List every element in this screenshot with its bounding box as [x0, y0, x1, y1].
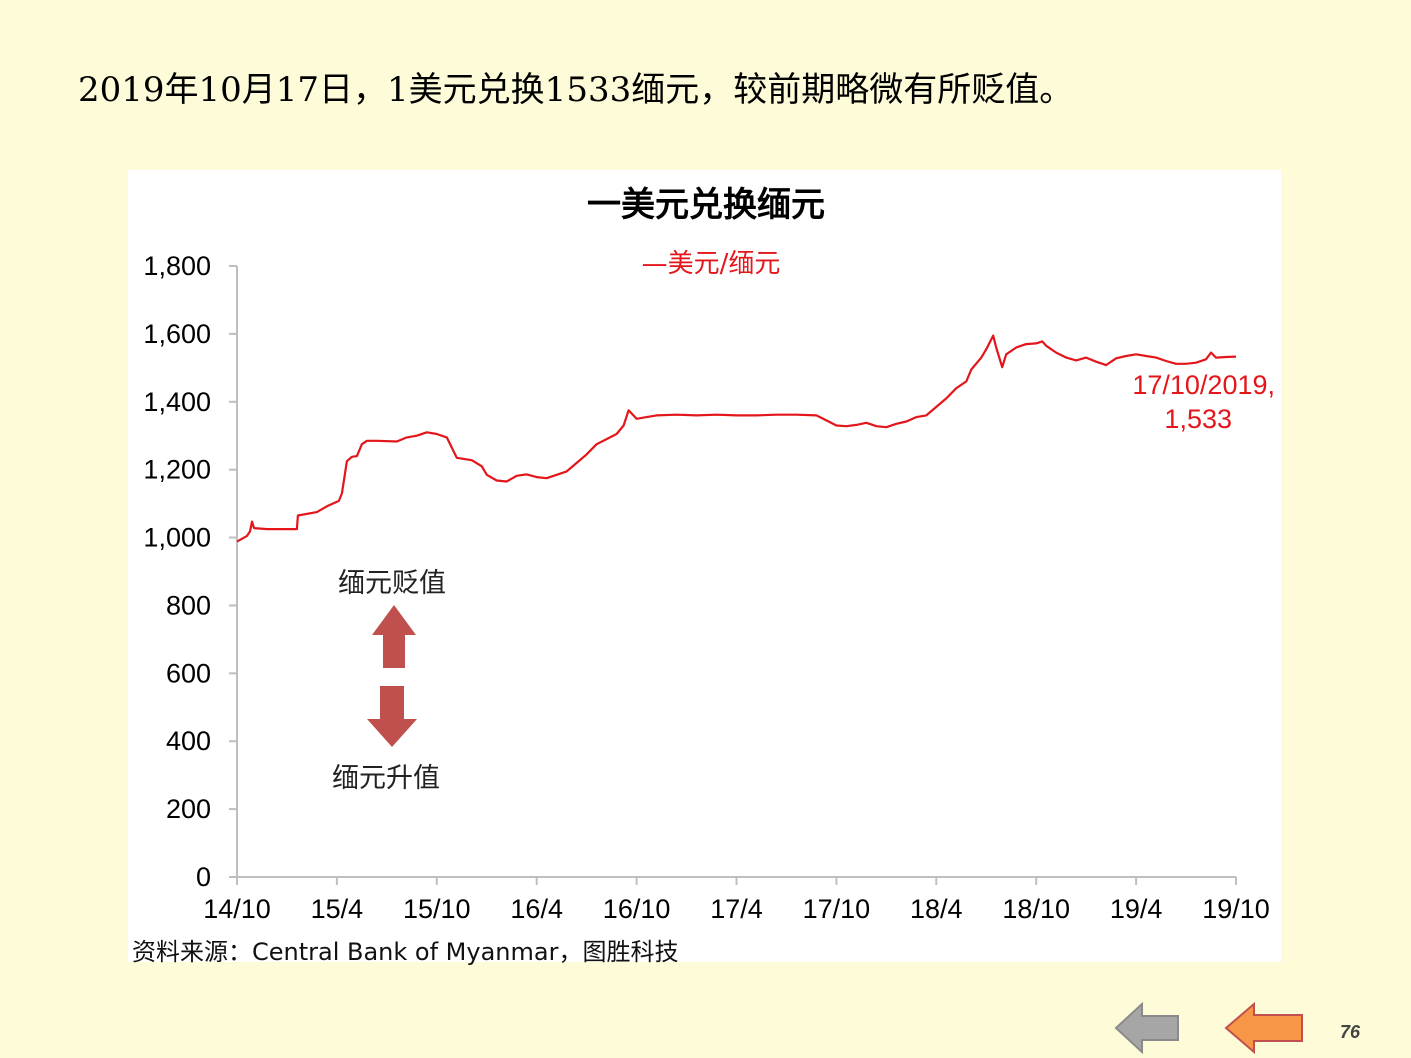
annotation-appreciation: 缅元升值: [332, 763, 440, 794]
end-value-label-date: 17/10/2019,: [1132, 370, 1275, 400]
x-tick-label: 16/10: [603, 894, 671, 924]
y-tick-label: 1,200: [143, 455, 211, 485]
x-tick-label: 14/10: [203, 894, 271, 924]
x-tick-label: 19/4: [1110, 894, 1163, 924]
y-tick-label: 600: [166, 658, 211, 688]
y-tick-label: 0: [196, 862, 211, 892]
x-tick-label: 18/4: [910, 894, 963, 924]
x-tick-label: 16/4: [510, 894, 563, 924]
exchange-rate-chart: 一美元兑换缅元 —美元/缅元 0 200 400 600 800 1,000 1,200 1,…: [143, 185, 1275, 924]
y-tick-label: 800: [166, 590, 211, 620]
x-tick-label: 17/10: [803, 894, 871, 924]
chart-panel: 一美元兑换缅元 —美元/缅元 0 200 400 600 800 1,000 1,200 1,…: [128, 170, 1281, 962]
back-arrow-button[interactable]: [1112, 1000, 1182, 1056]
y-tick-label: 1,800: [143, 251, 211, 281]
page-number: 76: [1340, 1022, 1361, 1042]
series-group: [236, 334, 1237, 543]
previous-slide-button[interactable]: [1222, 1000, 1306, 1056]
end-value-label-value: 1,533: [1164, 404, 1232, 434]
x-tick-label: 19/10: [1202, 894, 1270, 924]
back-arrow-icon: [1114, 1001, 1179, 1055]
previous-arrow-icon: [1224, 1001, 1303, 1055]
y-axis: 0 200 400 600 800 1,000 1,200 1,400 1,600 1,800: [143, 251, 238, 892]
y-tick-label: 1,600: [143, 319, 211, 349]
y-tick-label: 1,000: [143, 523, 211, 553]
x-tick-label: 15/4: [311, 894, 364, 924]
chart-title: 一美元兑换缅元: [587, 185, 825, 225]
x-axis: 14/10 15/4 15/10 16/4 16/10 17/4 17/10 18/4 18/1…: [203, 876, 1270, 924]
annotation-depreciation: 缅元贬值: [338, 568, 446, 599]
down-arrow-icon: [367, 686, 417, 747]
y-tick-label: 400: [166, 726, 211, 756]
chart-legend: —美元/缅元: [642, 249, 781, 279]
y-tick-label: 1,400: [143, 387, 211, 417]
up-arrow-icon: [372, 605, 416, 668]
x-tick-label: 15/10: [403, 894, 471, 924]
x-tick-label: 17/4: [710, 894, 763, 924]
y-tick-label: 200: [166, 794, 211, 824]
x-tick-label: 18/10: [1002, 894, 1070, 924]
source-note: 资料来源：Central Bank of Myanmar，图胜科技: [132, 938, 679, 966]
series-line-usd-mmk: [236, 334, 1237, 543]
slide-headline: 2019年10月17日，1美元兑换1533缅元，较前期略微有所贬值。: [78, 70, 1074, 110]
